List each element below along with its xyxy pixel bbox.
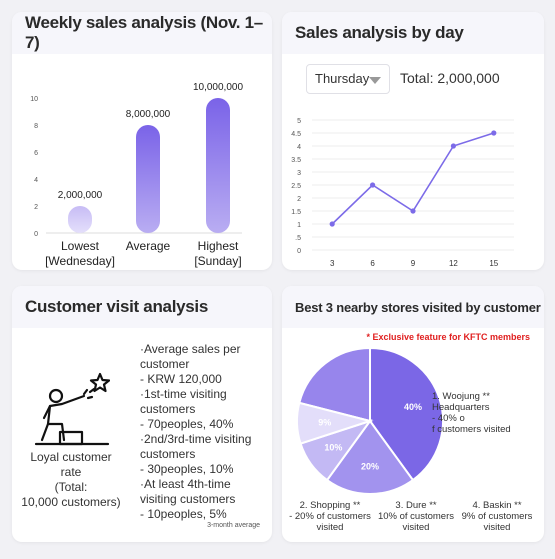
nearby-stores-title: Best 3 nearby stores visited by customer bbox=[282, 286, 544, 328]
bar bbox=[136, 125, 160, 233]
y-tick-label: 8 bbox=[34, 123, 38, 130]
stat-line: customers bbox=[140, 447, 196, 461]
stat-line: ·2nd/3rd-time visiting bbox=[140, 432, 252, 446]
weekly-sales-card: Weekly sales analysis (Nov. 1–7) 0 2 4 6 8 10… bbox=[12, 12, 272, 270]
y-tick-label: 2.5 bbox=[291, 183, 301, 190]
y-tick-label: 4 bbox=[297, 144, 301, 151]
y-tick-label: 4 bbox=[34, 177, 38, 184]
bar-value-label: 8,000,000 bbox=[126, 109, 171, 120]
category-label: Average bbox=[126, 239, 171, 253]
x-tick-label: 3 bbox=[330, 259, 335, 268]
legend-store-3: 3. Dure ** 10% of customers visited bbox=[376, 500, 456, 533]
y-tick-label: 5 bbox=[297, 118, 301, 125]
y-tick-label: 6 bbox=[34, 150, 38, 157]
y-tick-label: 1 bbox=[297, 222, 301, 229]
visit-analysis-title: Customer visit analysis bbox=[12, 286, 272, 328]
stat-line: customers bbox=[140, 402, 196, 416]
legend-line: f customers visited bbox=[432, 424, 511, 435]
stat-line: - 70peoples, 40% bbox=[140, 417, 234, 431]
visit-stats: ·Average sales per customer - KRW 120,000 ·… bbox=[140, 342, 268, 522]
stat-line: ·At least 4th-time bbox=[140, 477, 231, 491]
y-tick-label: 4.5 bbox=[291, 131, 301, 138]
y-tick-label: 2 bbox=[297, 196, 301, 203]
pie-slice-other bbox=[298, 346, 371, 423]
data-point bbox=[450, 143, 456, 149]
x-tick-label: 12 bbox=[449, 259, 458, 268]
y-tick-label: 10 bbox=[30, 96, 38, 103]
category-label: Lowest bbox=[61, 239, 100, 253]
data-point bbox=[491, 130, 497, 136]
stat-line: visiting customers bbox=[140, 492, 236, 506]
legend-store-4: 4. Baskin ** 9% of customers visited bbox=[456, 500, 538, 533]
weekly-sales-title: Weekly sales analysis (Nov. 1–7) bbox=[12, 12, 272, 54]
bar-value-label: 2,000,000 bbox=[58, 190, 103, 201]
y-tick-label: 3.5 bbox=[291, 157, 301, 164]
x-tick-label: 9 bbox=[411, 259, 416, 268]
legend-line: 4. Baskin ** bbox=[472, 500, 522, 511]
legend-store-2: 2. Shopping ** - 20% of customers visited bbox=[288, 500, 372, 533]
legend-line: visited bbox=[402, 522, 430, 533]
category-label: [Sunday] bbox=[194, 254, 241, 268]
average-note: 3-month average bbox=[207, 522, 260, 529]
loyal-label-line: rate bbox=[60, 465, 82, 479]
legend-line: visited bbox=[316, 522, 344, 533]
stat-line: ·1st-time visiting bbox=[140, 387, 227, 401]
legend-line: 10% of customers bbox=[377, 511, 455, 522]
nearby-stores-pie: 40% 20% 10% 9% bbox=[296, 346, 444, 495]
loyal-label-line: Loyal customer bbox=[30, 450, 112, 464]
legend-line: 2. Shopping ** bbox=[299, 500, 361, 511]
category-label: [Wednesday] bbox=[45, 254, 115, 268]
bar-value-label: 10,000,000 bbox=[193, 82, 243, 93]
day-select[interactable]: Thursday bbox=[306, 64, 390, 94]
loyal-label-line: (Total: bbox=[54, 480, 88, 494]
pie-slice-label: 40% bbox=[404, 402, 422, 412]
weekly-sales-chart: 0 2 4 6 8 10 2,000,000 Lowest[Wednesday] 8,000,0… bbox=[30, 82, 243, 268]
daily-sales-card: Sales analysis by day Thursday Total: 2,… bbox=[282, 12, 544, 270]
stat-line: customer bbox=[140, 357, 190, 371]
data-point bbox=[329, 221, 335, 227]
stat-line: - 10peoples, 5% bbox=[140, 507, 227, 521]
y-tick-label: .5 bbox=[295, 235, 301, 242]
exclusive-note: * Exclusive feature for KFTC members bbox=[366, 332, 530, 342]
bar bbox=[206, 98, 230, 233]
pie-slice-label: 10% bbox=[324, 443, 342, 453]
legend-line: 9% of customers bbox=[461, 511, 533, 522]
stat-line: - KRW 120,000 bbox=[140, 372, 222, 386]
loyal-customer-label: Loyal customer rate (Total: 10,000 customer… bbox=[14, 450, 128, 510]
y-tick-label: 0 bbox=[297, 248, 301, 255]
category-label: Highest bbox=[198, 239, 239, 253]
legend-line: 3. Dure ** bbox=[395, 500, 437, 511]
daily-sales-title: Sales analysis by day bbox=[282, 12, 544, 54]
legend-line: - 40% o bbox=[432, 413, 465, 424]
pie-slice bbox=[369, 346, 444, 482]
daily-total: Total: 2,000,000 bbox=[400, 70, 500, 86]
legend-line: Headquarters bbox=[432, 402, 490, 413]
bar bbox=[68, 206, 92, 233]
stat-line: ·Average sales per bbox=[140, 342, 241, 356]
y-tick-label: 0 bbox=[34, 231, 38, 238]
pointing-person-star-icon bbox=[34, 372, 110, 446]
data-point bbox=[410, 208, 416, 214]
legend-line: visited bbox=[483, 522, 511, 533]
y-tick-label: 3 bbox=[297, 170, 301, 177]
y-tick-label: 1.5 bbox=[291, 209, 301, 216]
y-tick-label: 2 bbox=[34, 204, 38, 211]
legend-line: 1. Woojung ** bbox=[432, 391, 490, 402]
x-tick-label: 6 bbox=[370, 259, 375, 268]
pie-slice bbox=[325, 419, 415, 495]
chevron-down-icon bbox=[369, 77, 381, 84]
visit-analysis-card: Customer visit analysis Loyal customer ra… bbox=[12, 286, 272, 542]
loyal-label-line: 10,000 customers) bbox=[21, 495, 121, 509]
stat-line: - 30peoples, 10% bbox=[140, 462, 234, 476]
nearby-stores-card: Best 3 nearby stores visited by customer… bbox=[282, 286, 544, 542]
data-point bbox=[370, 182, 376, 188]
legend-line: - 20% of customers bbox=[289, 511, 371, 522]
pie-slice-label: 20% bbox=[361, 461, 379, 471]
daily-sales-chart: 0 .5 1 1.5 2 2.5 3 3.5 4 4.5 5 3 6 9 12 15 bbox=[291, 118, 514, 268]
pie-slice-label: 9% bbox=[318, 417, 331, 427]
x-tick-label: 15 bbox=[489, 259, 498, 268]
pie-slice bbox=[296, 401, 374, 445]
day-select-value: Thursday bbox=[315, 71, 370, 86]
